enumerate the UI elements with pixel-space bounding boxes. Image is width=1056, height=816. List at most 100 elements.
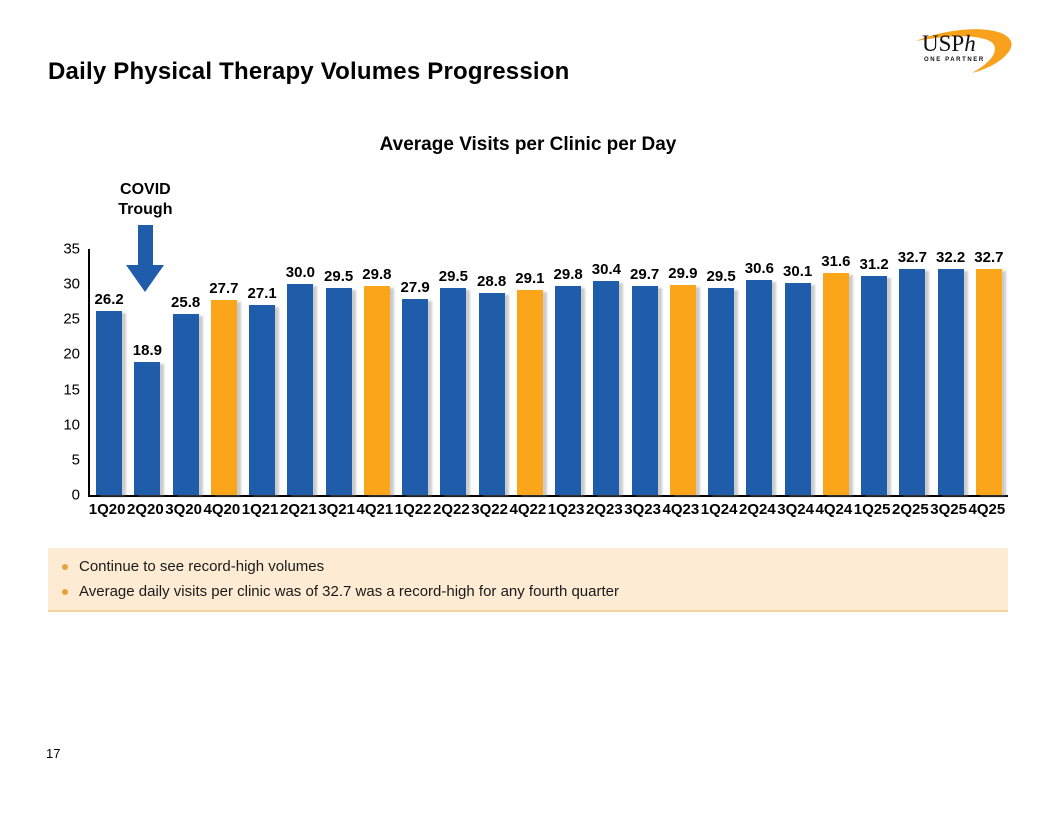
- callout-box: Continue to see record-high volumes Avera…: [48, 548, 1008, 612]
- logo-wordmark: USPh: [922, 32, 976, 55]
- x-axis-label: 2Q25: [892, 501, 929, 518]
- x-axis-label: 4Q22: [509, 501, 547, 518]
- bar-4Q23: [669, 284, 696, 495]
- bar-1Q22: [402, 298, 429, 495]
- bar-group-1Q21: 27.1: [243, 249, 281, 495]
- y-axis-tick-label: 0: [71, 486, 80, 504]
- logo-h: h: [964, 31, 976, 56]
- x-axis-label: 2Q22: [433, 501, 470, 518]
- bar-2Q24: [746, 279, 773, 495]
- bar-value-label: 32.7: [974, 249, 1004, 266]
- callout-text: Continue to see record-high volumes: [79, 558, 325, 575]
- bar-group-1Q20: 26.2: [90, 249, 128, 495]
- x-axis-label: 4Q20: [203, 501, 241, 518]
- bar-4Q24: [822, 272, 849, 495]
- bar-2Q25: [899, 269, 926, 495]
- bar-chart: Average Visits per Clinic per Day COVID …: [48, 130, 1008, 530]
- bar-group-1Q24: 29.5: [702, 249, 740, 495]
- bar-3Q21: [325, 287, 352, 495]
- y-axis-tick-label: 25: [63, 310, 80, 328]
- bar-1Q21: [249, 304, 276, 495]
- bar-3Q24: [784, 283, 811, 495]
- bar-value-label: 27.1: [247, 284, 277, 302]
- bar-value-label: 29.9: [668, 264, 698, 282]
- x-axis-label: 3Q20: [165, 501, 202, 518]
- bar-value-label: 32.7: [897, 249, 927, 266]
- logo-usp: USP: [922, 31, 965, 56]
- bar-2Q23: [593, 281, 620, 495]
- x-axis-label: 1Q22: [394, 501, 432, 518]
- y-axis-tick-label: 20: [63, 345, 80, 363]
- bullet-dot-icon: [62, 588, 68, 595]
- bar-value-label: 29.5: [438, 267, 468, 285]
- bar-group-2Q20: 18.9: [128, 249, 166, 495]
- x-axis-label: 3Q21: [318, 501, 355, 518]
- bar-group-3Q21: 29.5: [320, 249, 358, 495]
- x-axis-label: 2Q21: [280, 501, 317, 518]
- x-axis-label: 1Q24: [700, 501, 738, 518]
- plot-area: 26.2 18.9 25.8 27.7 27.1 30.0 29.5 29.8 27.9 29.5…: [88, 249, 1008, 497]
- bar-1Q20: [96, 310, 123, 495]
- bar-group-1Q23: 29.8: [549, 249, 587, 495]
- x-axis-label: 3Q22: [471, 501, 508, 518]
- bar-value-label: 28.8: [477, 272, 507, 290]
- bar-group-4Q25: 32.7: [970, 249, 1008, 495]
- bar-group-1Q25: 31.2: [855, 249, 893, 495]
- bar-2Q22: [440, 287, 467, 495]
- y-axis-tick-label: 35: [63, 240, 80, 258]
- bar-4Q20: [210, 300, 237, 495]
- chart-title: Average Visits per Clinic per Day: [379, 134, 677, 155]
- bar-value-label: 29.8: [362, 265, 392, 283]
- bullet-dot-icon: [62, 563, 68, 570]
- bar-value-label: 29.5: [706, 267, 736, 285]
- bar-3Q20: [172, 313, 199, 495]
- bar-2Q21: [287, 284, 314, 495]
- y-axis-tick-label: 30: [63, 275, 80, 293]
- bar-value-label: 25.8: [171, 293, 201, 311]
- bar-group-2Q23: 30.4: [587, 249, 625, 495]
- x-axis-label: 4Q25: [968, 501, 1006, 518]
- bar-4Q25: [975, 269, 1002, 495]
- callout-item: Average daily visits per clinic was of 3…: [62, 583, 994, 600]
- bar-value-label: 29.1: [515, 270, 545, 288]
- bar-value-label: 30.0: [285, 264, 315, 282]
- bar-group-1Q22: 27.9: [396, 249, 434, 495]
- bar-group-2Q21: 30.0: [281, 249, 319, 495]
- bar-4Q21: [363, 285, 390, 495]
- bar-group-3Q22: 28.8: [473, 249, 511, 495]
- annotation-line-1: COVID: [120, 181, 171, 198]
- logo-tagline: ONE PARTNER: [924, 57, 985, 63]
- bar-group-2Q25: 32.7: [893, 249, 931, 495]
- down-arrow-icon: [126, 225, 165, 292]
- bar-value-label: 27.9: [400, 278, 430, 296]
- annotation-line-2: Trough: [118, 201, 173, 218]
- bar-group-4Q24: 31.6: [817, 249, 855, 495]
- bar-value-label: 30.1: [783, 263, 813, 281]
- bar-value-label: 29.8: [553, 265, 583, 283]
- bar-value-label: 32.2: [936, 249, 966, 266]
- bar-value-label: 26.2: [94, 290, 124, 308]
- y-axis-tick-label: 15: [63, 381, 80, 399]
- page-title: Daily Physical Therapy Volumes Progressi…: [48, 58, 570, 85]
- bar-group-3Q20: 25.8: [167, 249, 205, 495]
- x-axis-label: 3Q23: [624, 501, 661, 518]
- x-axis-label: 1Q21: [241, 501, 279, 518]
- bar-3Q25: [937, 269, 964, 495]
- x-axis-label: 4Q21: [356, 501, 394, 518]
- bar-4Q22: [516, 290, 543, 495]
- x-axis-label: 2Q24: [739, 501, 776, 518]
- x-axis-label: 4Q24: [815, 501, 853, 518]
- bar-value-label: 30.6: [744, 259, 774, 277]
- bar-group-4Q21: 29.8: [358, 249, 396, 495]
- callout-text: Average daily visits per clinic was of 3…: [79, 583, 619, 600]
- x-axis-label: 1Q20: [88, 501, 126, 518]
- y-axis-tick-label: 5: [71, 451, 80, 469]
- x-axis-label: 1Q25: [853, 501, 891, 518]
- page-number: 17: [46, 746, 61, 761]
- bar-value-label: 30.4: [591, 261, 621, 279]
- bar-3Q23: [631, 286, 658, 495]
- x-axis-label: 2Q23: [586, 501, 623, 518]
- bar-value-label: 31.6: [821, 252, 851, 270]
- bar-value-label: 18.9: [132, 342, 162, 360]
